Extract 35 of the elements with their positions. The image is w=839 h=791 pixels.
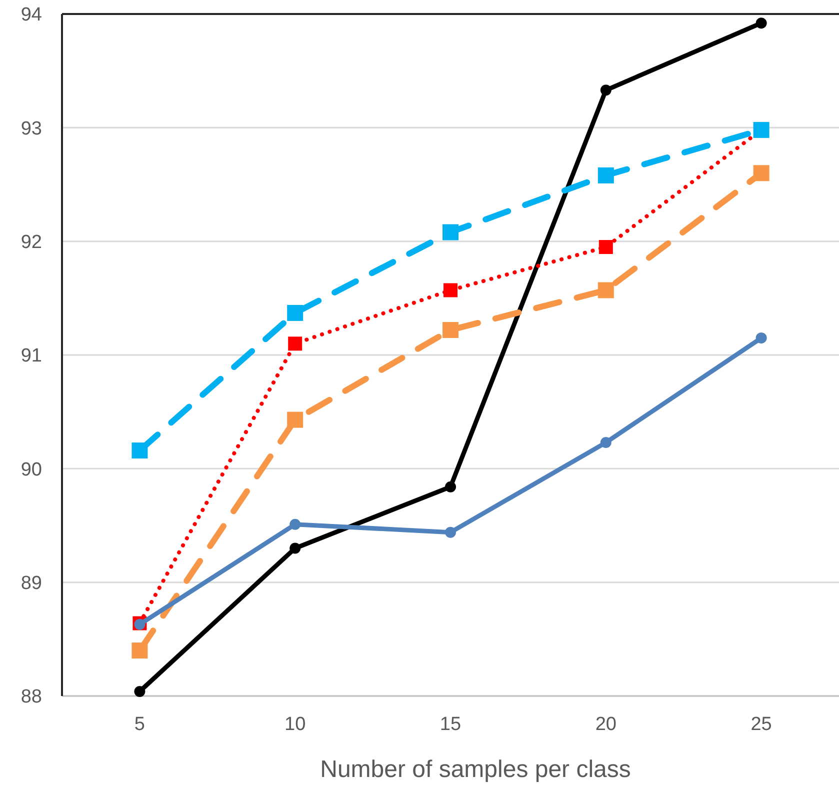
point — [442, 224, 458, 240]
x-tick-label: 5 — [134, 714, 145, 735]
x-tick-label: 10 — [284, 714, 306, 735]
point — [444, 283, 458, 298]
point — [445, 481, 456, 492]
point — [753, 165, 770, 182]
y-tick-label: 94 — [20, 4, 42, 26]
y-tick-label: 89 — [20, 572, 42, 594]
point — [445, 526, 456, 538]
point — [598, 282, 614, 298]
point — [290, 518, 301, 530]
point — [600, 437, 612, 448]
point — [756, 18, 767, 29]
y-tick-label: 90 — [20, 459, 42, 480]
point — [598, 240, 613, 254]
point — [290, 542, 301, 554]
x-tick-label: 20 — [595, 714, 616, 735]
y-tick-label: 88 — [20, 686, 42, 708]
point — [288, 336, 302, 351]
y-tick-label: 91 — [20, 346, 42, 367]
point — [134, 686, 146, 697]
point — [287, 412, 304, 428]
point — [598, 167, 614, 184]
point — [600, 84, 612, 96]
point — [134, 618, 146, 630]
x-tick-label: 15 — [440, 714, 462, 735]
x-tick-label: 25 — [750, 714, 772, 735]
point — [132, 442, 148, 458]
x-axis-title: Number of samples per class — [320, 756, 631, 783]
point — [442, 322, 458, 338]
y-tick-label: 93 — [20, 118, 42, 140]
point — [132, 642, 148, 659]
point — [287, 304, 304, 321]
point — [756, 332, 767, 344]
y-tick-label: 92 — [20, 232, 42, 253]
